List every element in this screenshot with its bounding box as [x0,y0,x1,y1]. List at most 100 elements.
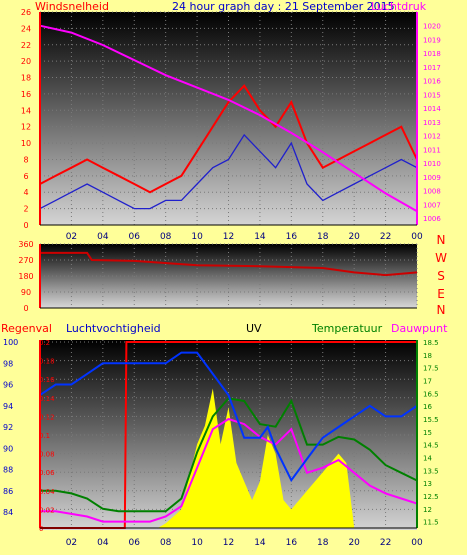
x-tick-label: 02 [66,232,77,242]
y-left-tick-label: 20 [21,57,31,66]
y-left-tick-label: 4 [23,188,28,197]
humidity-tick-label: 100 [3,338,18,347]
compass-label: E [437,287,445,301]
y-left-tick-label: 10 [21,139,31,148]
legend-uv: UV [246,322,262,335]
x-tick-label: 02 [66,538,77,548]
y-left-tick-label: 12 [21,123,31,132]
temperature-tick-label: 16.5 [423,390,439,398]
x-tick-label: 20 [348,232,360,242]
x-tick-label: 22 [380,538,391,548]
y-right-tick-label: 1018 [423,50,441,58]
header-title: 24 hour graph day : 21 September 2015 [172,0,395,13]
x-tick-label: 12 [223,538,234,548]
x-tick-label: 14 [254,538,266,548]
y-right-tick-label: 1020 [423,23,441,31]
compass-label: N [437,303,446,317]
y-left-tick-label: 16 [21,90,31,99]
y-right-tick-label: 1010 [423,160,441,168]
y-left-tick-label: 6 [23,172,28,181]
humidity-line [39,351,418,483]
temperature-tick-label: 18.5 [423,339,439,347]
temperature-tick-label: 14.5 [423,442,439,450]
humidity-tick-label: 98 [3,359,13,368]
rain-tick-label: 0.08 [39,451,55,459]
uv-area [157,388,355,528]
y-right-tick-label: 1009 [423,174,441,182]
y-right-tick-label: 1014 [423,105,441,113]
x-tick-label: 16 [286,232,298,242]
legend-humidity: Luchtvochtigheid [66,322,161,335]
rain-tick-label: 0 [39,525,43,533]
humidity-tick-label: 86 [3,487,13,496]
legend-dewpoint: Dauwpunt [391,322,448,335]
humidity-tick-label: 88 [3,466,13,475]
y-left-tick-label: 18 [21,74,31,83]
humidity-tick-label: 96 [3,381,13,390]
x-tick-label: 08 [160,232,172,242]
y-left-tick-label: 22 [21,41,31,50]
header-right-label: Luchtdruk [371,0,427,13]
y-right-tick-label: 1006 [423,215,441,223]
y-left-tick-label: 14 [21,106,31,115]
y-right-tick-label: 1016 [423,78,441,86]
direction-tick-label: 270 [18,256,33,265]
wind-gust-line [39,133,418,210]
x-tick-label: 10 [191,232,203,242]
y-right-tick-label: 1013 [423,119,441,127]
temperature-tick-label: 14 [423,454,432,462]
y-right-tick-label: 1017 [423,64,441,72]
y-right-tick-label: 1012 [423,133,441,141]
y-right-tick-label: 1011 [423,146,441,154]
y-right-tick-label: 1015 [423,91,441,99]
temperature-tick-label: 15 [423,429,432,437]
rain-tick-label: 0.12 [39,413,55,421]
legend-temperature: Temperatuur [311,322,383,335]
y-right-tick-label: 1008 [423,188,441,196]
temperature-tick-label: 17.5 [423,365,439,373]
x-tick-label: 00 [411,232,423,242]
direction-tick-label: 360 [18,240,33,249]
x-tick-label: 00 [411,538,423,548]
x-tick-label: 06 [129,232,141,242]
y-left-tick-label: 26 [21,8,31,17]
x-tick-label: 16 [286,538,298,548]
rain-tick-label: 0.14 [39,395,55,403]
y-right-tick-label: 1019 [423,36,441,44]
direction-tick-label: 0 [23,304,28,313]
temperature-tick-label: 11.5 [423,519,439,527]
direction-tick-label: 180 [18,272,33,281]
dewpoint-line [40,417,418,523]
wind-pressure-plot [40,12,417,225]
temperature-tick-label: 15.5 [423,416,439,424]
rain-tick-label: 0.16 [39,376,55,384]
rain-tick-label: 0.1 [39,432,50,440]
x-tick-label: 10 [191,538,203,548]
compass-label: S [437,269,445,283]
x-tick-label: 06 [129,538,141,548]
humidity-tick-label: 90 [3,444,13,453]
x-tick-label: 20 [348,538,360,548]
rain-tick-label: 0.04 [39,488,55,496]
wind-direction-line [40,251,418,277]
y-left-tick-label: 8 [23,155,28,164]
temperature-tick-label: 12.5 [423,493,439,501]
humidity-tick-label: 94 [3,402,13,411]
rain-tick-label: 0.02 [39,506,55,514]
temperature-tick-label: 17 [423,377,432,385]
rain-tick-label: 0.2 [39,339,50,347]
header-left-label: Windsnelheid [35,0,109,13]
temperature-tick-label: 18 [423,352,432,360]
x-tick-label: 18 [317,232,329,242]
legend-rain: Regenval [1,322,52,335]
pressure-line [39,24,418,213]
y-left-tick-label: 2 [23,205,28,214]
temperature-line [40,397,418,513]
x-tick-label: 14 [254,232,266,242]
y-left-tick-label: 24 [21,24,31,33]
temperature-tick-label: 13.5 [423,467,439,475]
y-right-tick-label: 1007 [423,201,441,209]
wind-speed-line [39,84,418,194]
x-tick-label: 08 [160,538,172,548]
